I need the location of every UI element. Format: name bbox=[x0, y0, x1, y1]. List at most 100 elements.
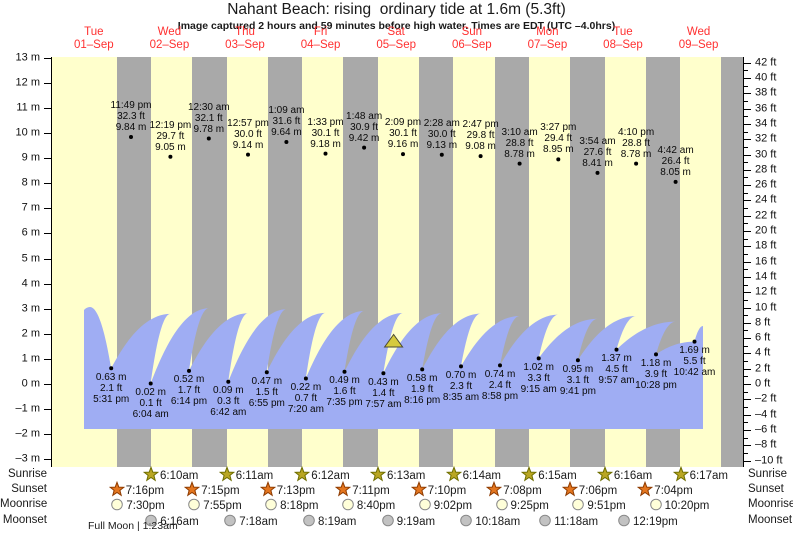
sunrise-time-entry: 6:16am bbox=[596, 465, 652, 484]
right-axis-minor-tick bbox=[744, 223, 748, 225]
moonrise-time-entry: 9:51pm bbox=[570, 496, 626, 514]
tide-point-dot bbox=[187, 368, 191, 373]
astro-time: 9:25pm bbox=[510, 500, 549, 513]
left-axis-tick bbox=[44, 459, 52, 461]
right-axis-tick bbox=[744, 399, 751, 401]
astro-time: 10:18am bbox=[475, 515, 521, 528]
low-tide-annotation-line: 0.63 m bbox=[95, 371, 127, 383]
astro-time: 6:17am bbox=[689, 470, 728, 482]
tide-point-dot bbox=[536, 356, 541, 361]
day-date: 05–Sep bbox=[376, 39, 417, 51]
low-tide-annotation-line: 0.43 m bbox=[368, 376, 399, 388]
astro-time: 9:19am bbox=[396, 515, 436, 528]
moonset-time-entry: 8:19am bbox=[301, 512, 356, 530]
right-axis-minor-tick bbox=[744, 100, 748, 102]
day-of-week: Wed bbox=[157, 26, 182, 38]
left-axis-tick-label: –2 m bbox=[15, 427, 40, 440]
astro-time: 7:04pm bbox=[654, 485, 693, 498]
astro-time: 7:55pm bbox=[203, 500, 242, 513]
moonrise-time-entry: 7:30pm bbox=[109, 496, 165, 514]
moonrise-icon bbox=[649, 499, 662, 511]
high-tide-annotation-line: 9.84 m bbox=[115, 122, 147, 133]
high-tide-annotation-line: 9.13 m bbox=[426, 139, 458, 151]
page-title: Nahant Beach: rising ordinary tide at 1.… bbox=[227, 1, 566, 18]
low-tide-annotation-line: 9:41 pm bbox=[559, 385, 596, 397]
sunset-star-icon bbox=[184, 481, 201, 497]
right-axis-tick bbox=[744, 307, 751, 309]
high-tide-annotation-line: 9.42 m bbox=[348, 132, 380, 144]
left-axis-line bbox=[51, 57, 52, 467]
day-date: 07–Sep bbox=[527, 39, 568, 51]
low-tide-annotation-line: 1.02 m bbox=[523, 361, 554, 373]
astro-time: 8:19am bbox=[318, 515, 357, 528]
low-tide-annotation-line: 3.3 ft bbox=[527, 372, 550, 384]
low-tide-annotation-line: 2.3 ft bbox=[449, 380, 473, 392]
high-tide-annotation-line: 9.08 m bbox=[465, 141, 496, 153]
sunrise-star-icon bbox=[521, 465, 538, 482]
right-axis-minor-tick bbox=[744, 116, 748, 118]
tide-point-dot bbox=[381, 371, 386, 376]
high-tide-annotation-line: 8.95 m bbox=[543, 144, 574, 156]
moonrise-icon bbox=[188, 499, 201, 511]
low-tide-annotation: 0.02 m 0.1 ft 6:04 am bbox=[133, 387, 169, 420]
moonset-icon bbox=[539, 514, 551, 526]
right-axis-tick-label: 2 ft bbox=[755, 362, 771, 375]
moonrise-icon bbox=[572, 499, 585, 511]
left-axis-tick-label: 4 m bbox=[21, 277, 40, 290]
current-time-marker-icon bbox=[383, 333, 404, 348]
high-tide-annotation: 12:57 pm 30.0 ft 9.14 m bbox=[227, 118, 269, 151]
right-axis-minor-tick bbox=[744, 452, 748, 454]
tide-point-dot bbox=[420, 367, 425, 372]
moonrise-icon bbox=[111, 499, 124, 511]
right-axis-tick-label: –10 ft bbox=[755, 454, 783, 466]
right-axis-tick-label: 14 ft bbox=[755, 270, 777, 283]
astro-time: 10:20pm bbox=[664, 500, 710, 513]
high-tide-annotation-line: 26.4 ft bbox=[661, 155, 690, 167]
moonrise-icon bbox=[265, 499, 277, 511]
low-tide-annotation-line: 9:15 am bbox=[520, 383, 557, 395]
right-axis-tick bbox=[744, 384, 751, 385]
astro-time: 11:18am bbox=[554, 515, 599, 528]
day-date: 06–Sep bbox=[451, 39, 492, 51]
astro-time: 12:19pm bbox=[633, 515, 678, 528]
left-axis-tick-label: 3 m bbox=[21, 302, 40, 315]
low-tide-annotation-line: 1.37 m bbox=[601, 353, 632, 365]
sunrise-time-entry: 6:12am bbox=[294, 465, 350, 484]
day-label: Sat 05–Sep bbox=[376, 26, 416, 52]
astro-time: 6:10am bbox=[160, 470, 199, 482]
sunset-time-entry: 7:11pm bbox=[335, 481, 390, 499]
low-tide-annotation-line: 4.5 ft bbox=[605, 364, 628, 376]
high-tide-annotation-line: 30.0 ft bbox=[234, 128, 262, 140]
left-axis-tick bbox=[44, 283, 52, 285]
high-tide-annotation-line: 29.4 ft bbox=[544, 133, 573, 145]
right-axis-minor-tick bbox=[744, 269, 748, 271]
low-tide-annotation: 0.70 m 2.3 ft 8:35 am bbox=[443, 370, 479, 403]
day-of-week: Fri bbox=[313, 26, 328, 38]
high-tide-annotation-line: 12:30 am bbox=[187, 101, 230, 113]
tide-point-dot bbox=[323, 151, 328, 156]
astro-time: 7:16pm bbox=[125, 485, 165, 498]
moonrise-time-entry: 9:02pm bbox=[417, 496, 472, 514]
high-tide-annotation-line: 9.14 m bbox=[232, 139, 264, 151]
low-tide-annotation-line: 0.22 m bbox=[290, 382, 322, 393]
day-date: 04–Sep bbox=[300, 39, 341, 51]
moonset-icon bbox=[460, 514, 473, 526]
moonset-icon bbox=[539, 514, 551, 526]
sunset-time-entry: 7:13pm bbox=[259, 481, 315, 499]
left-axis-tick bbox=[44, 158, 52, 160]
day-label: Tue 01–Sep bbox=[74, 26, 114, 52]
moonrise-time-entry: 9:25pm bbox=[494, 496, 549, 514]
low-tide-annotation-line: 1.69 m bbox=[679, 345, 710, 357]
left-axis-tick bbox=[44, 308, 52, 310]
moonset-icon bbox=[224, 514, 236, 526]
right-axis-tick bbox=[744, 139, 751, 141]
right-axis-minor-tick bbox=[744, 284, 748, 286]
tide-point-dot bbox=[478, 154, 483, 159]
sunset-time-entry: 7:16pm bbox=[108, 481, 165, 499]
capture-note: Image captured 2 hours and 59 minutes be… bbox=[177, 20, 616, 32]
night-band bbox=[721, 57, 743, 467]
astro-row-label-right: Sunrise bbox=[748, 468, 787, 480]
left-axis-tick-label: 2 m bbox=[21, 327, 40, 340]
left-axis-tick-label: 13 m bbox=[15, 51, 40, 64]
